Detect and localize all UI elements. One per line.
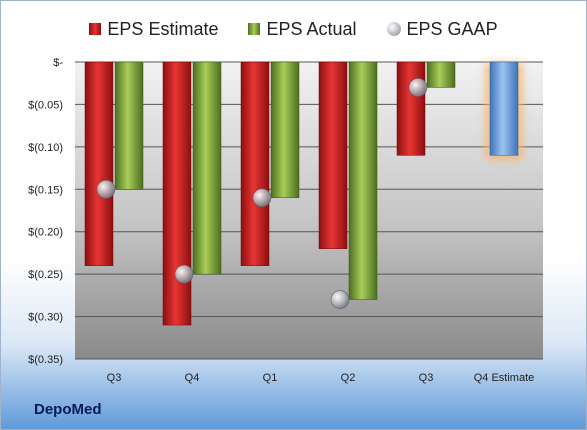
point-eps-gaap: [330, 290, 350, 309]
legend-item-gaap: EPS GAAP: [386, 18, 498, 40]
point-eps-gaap: [408, 78, 428, 97]
x-tick-label: Q3: [419, 372, 434, 384]
y-tick-label: $(0.15): [28, 184, 63, 196]
y-tick-label: $(0.35): [28, 354, 63, 366]
plot-area: [75, 62, 543, 359]
y-tick-label: $(0.30): [28, 312, 63, 324]
y-tick-label: $(0.20): [28, 227, 63, 239]
x-tick-label: Q2: [341, 372, 356, 384]
legend-swatch-actual: [248, 23, 261, 35]
bars: [84, 61, 523, 326]
x-tick-label: Q1: [263, 372, 278, 384]
gridlines: [75, 61, 543, 360]
bar-eps-estimate: [318, 61, 348, 249]
x-tick-label: Q4 Estimate: [474, 372, 535, 384]
legend-label-gaap: EPS GAAP: [406, 18, 498, 39]
point-eps-gaap: [252, 188, 272, 208]
legend-label-actual: EPS Actual: [266, 18, 357, 39]
bar-eps-estimate: [84, 61, 114, 266]
bar-eps-actual: [270, 61, 300, 199]
y-axis-ticks: $- $(0.05) $(0.10) $(0.15) $(0.20) $(0.25) $(0…: [28, 57, 63, 366]
legend-swatch-gaap: [386, 22, 401, 36]
y-tick-label: $-: [53, 57, 63, 69]
bar-eps-actual: [426, 61, 456, 88]
legend-item-actual: EPS Actual: [248, 18, 357, 40]
bar-eps-future-estimate: [489, 61, 519, 156]
legend-swatch-estimate: [89, 23, 102, 35]
legend-item-estimate: EPS Estimate: [89, 19, 218, 40]
bar-eps-actual: [192, 61, 222, 275]
y-tick-label: $(0.05): [28, 99, 63, 111]
y-tick-label: $(0.25): [28, 269, 63, 281]
bar-eps-actual: [348, 61, 378, 300]
bar-eps-estimate: [240, 61, 270, 266]
point-eps-gaap: [96, 179, 116, 199]
x-tick-label: Q4: [185, 372, 200, 384]
x-axis-ticks: Q3 Q4 Q1 Q2 Q3 Q4 Estimate: [107, 372, 535, 384]
bar-eps-estimate: [162, 61, 192, 326]
bar-eps-actual: [114, 61, 144, 190]
bar-eps-estimate: [396, 61, 426, 156]
legend-label-estimate: EPS Estimate: [107, 18, 219, 39]
y-tick-label: $(0.10): [28, 142, 63, 154]
legend: EPS Estimate EPS Actual EPS GAAP: [0, 14, 587, 44]
point-eps-gaap: [174, 264, 194, 284]
x-tick-label: Q3: [107, 372, 122, 384]
company-name: DepoMed: [34, 401, 102, 418]
